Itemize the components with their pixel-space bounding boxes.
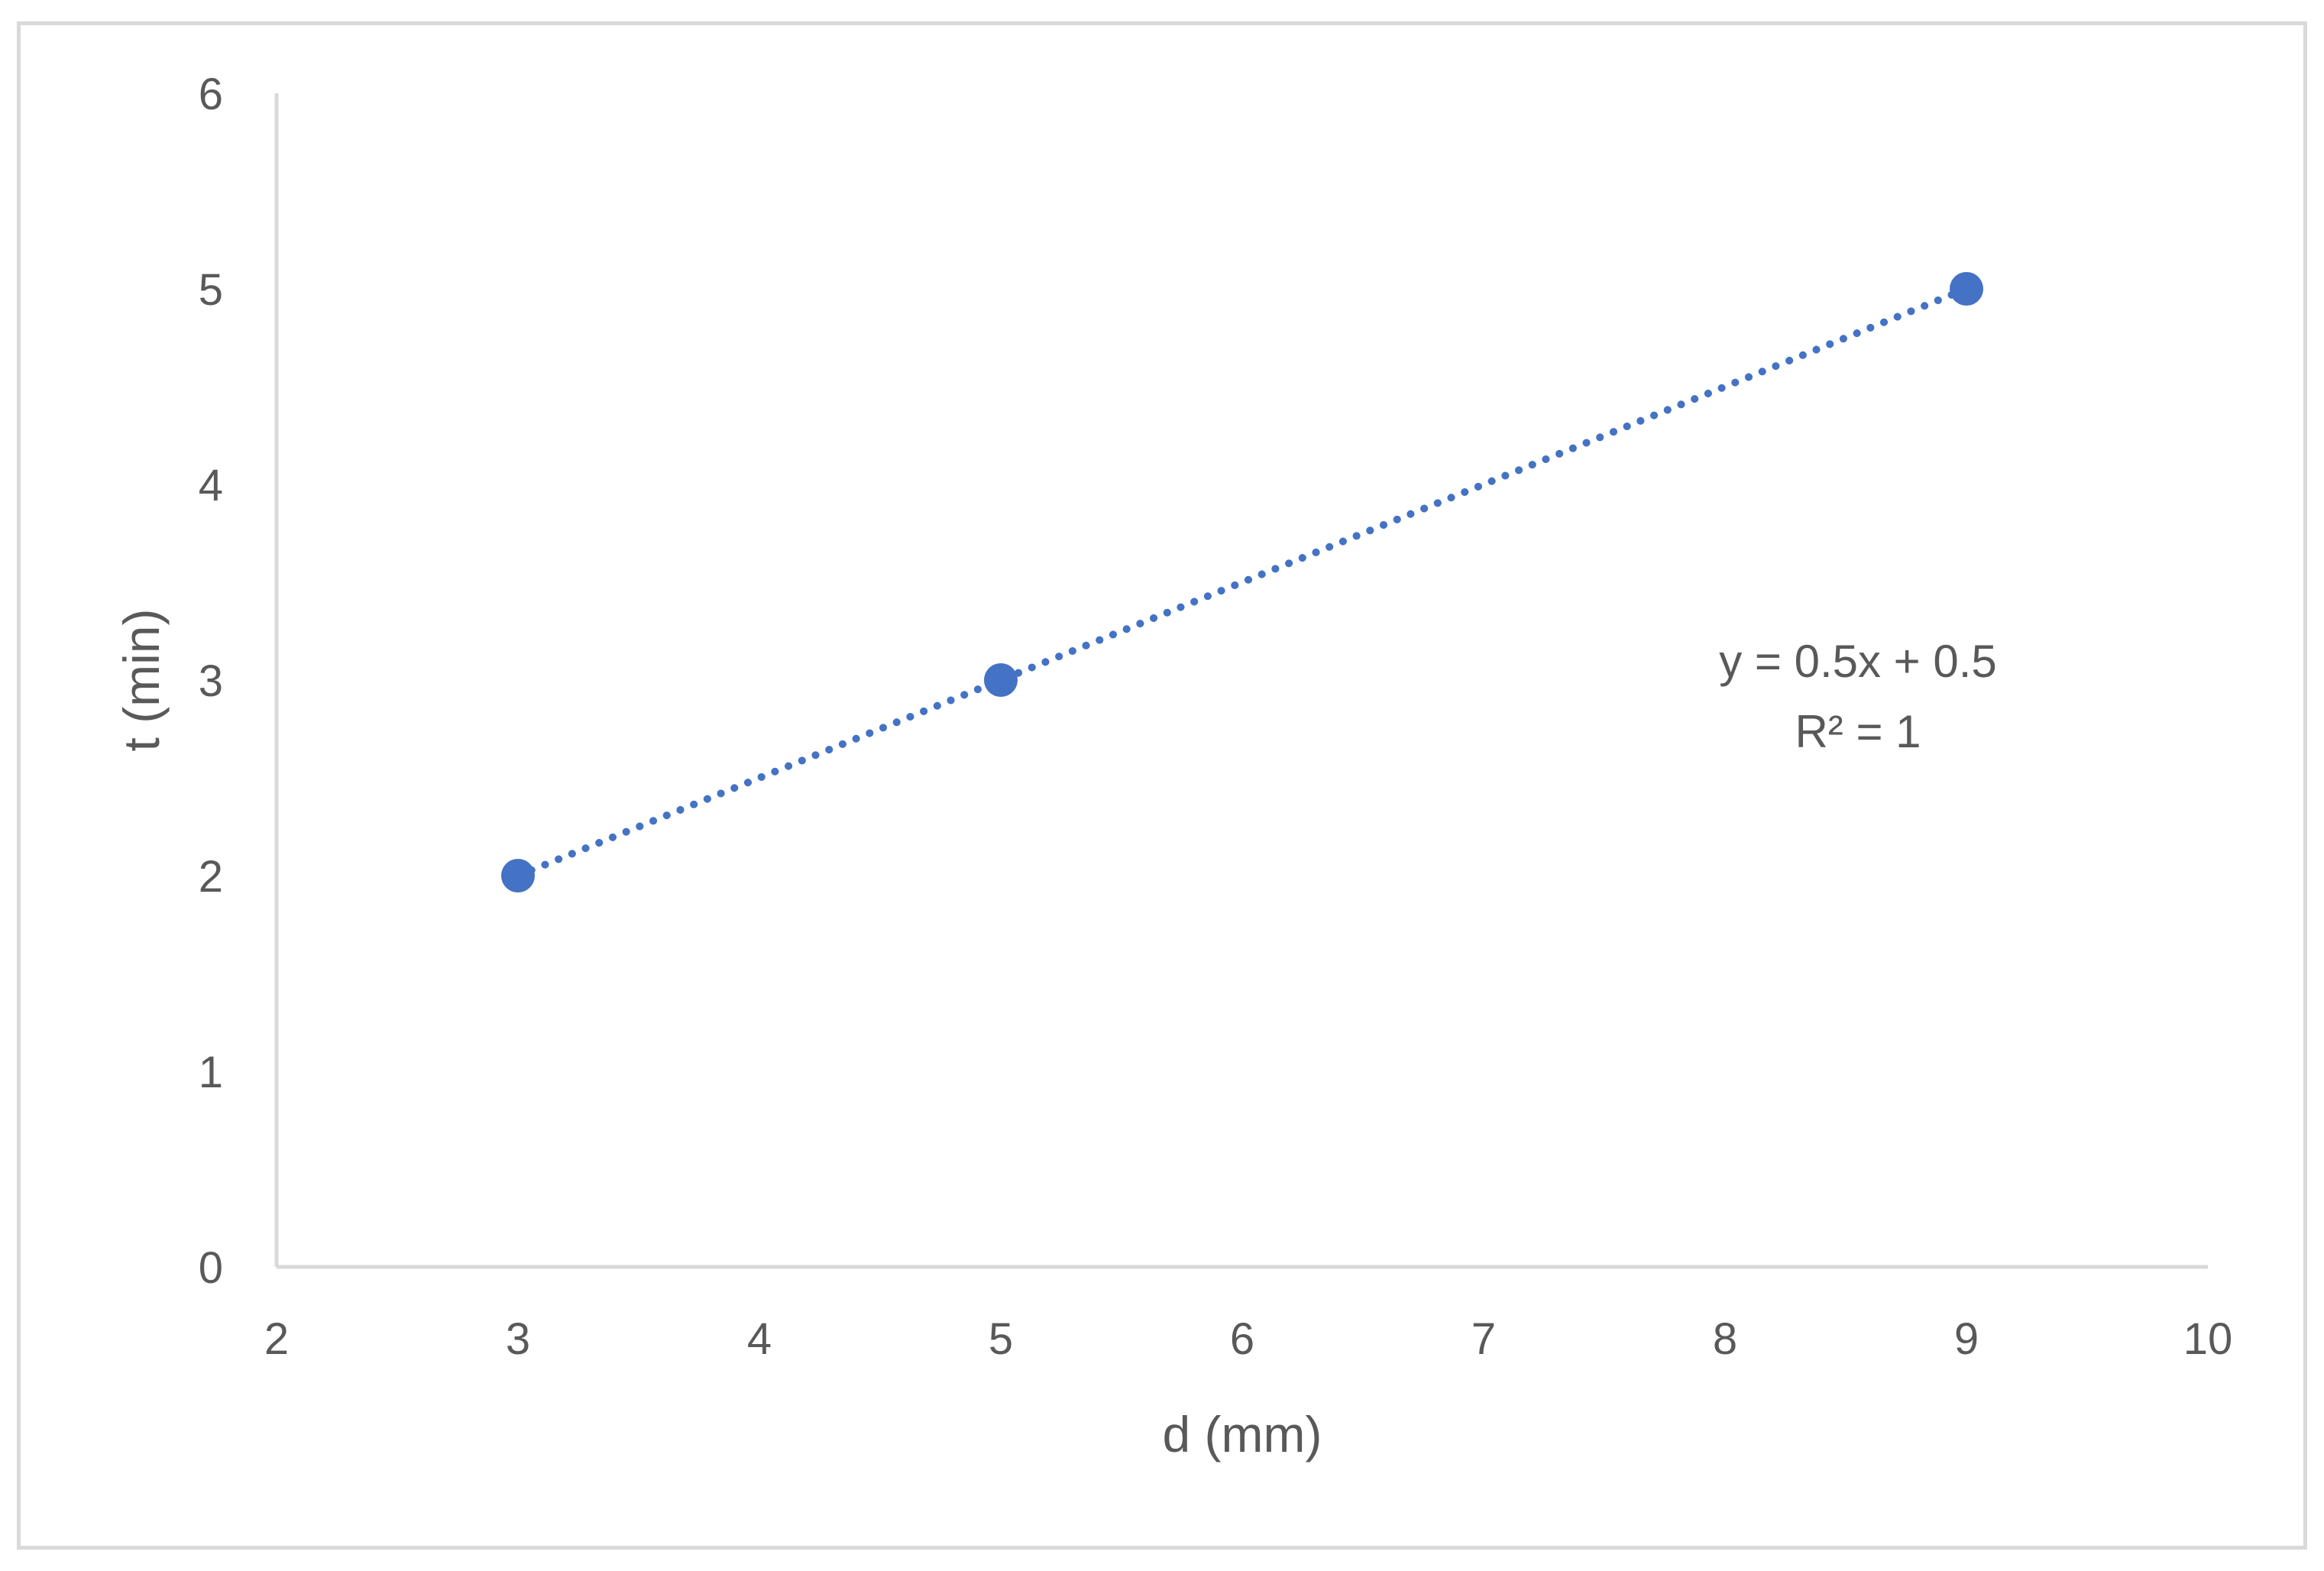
trendline-r-squared: R² = 1 xyxy=(1795,706,1921,757)
y-tick-label: 4 xyxy=(199,461,223,510)
x-tick-label: 2 xyxy=(264,1314,289,1364)
data-point xyxy=(501,859,535,892)
x-tick-label: 3 xyxy=(506,1314,530,1364)
y-tick-label: 0 xyxy=(199,1243,223,1293)
y-tick-label: 5 xyxy=(199,265,223,315)
trendline xyxy=(514,285,1970,879)
y-tick-labels: 0 1 2 3 4 5 6 xyxy=(199,70,223,1293)
y-axis-title: t (min) xyxy=(113,609,170,752)
x-tick-label: 4 xyxy=(747,1314,772,1364)
x-tick-label: 6 xyxy=(1230,1314,1254,1364)
x-tick-label: 9 xyxy=(1954,1314,1979,1364)
x-tick-labels: 2 3 4 5 6 7 8 9 10 xyxy=(264,1314,2232,1364)
x-tick-label: 8 xyxy=(1713,1314,1737,1364)
axes-layer xyxy=(274,93,2208,1269)
chart-frame xyxy=(17,21,2307,1550)
data-point xyxy=(984,663,1018,697)
trendline-layer xyxy=(514,285,1970,879)
y-tick-label: 2 xyxy=(199,852,223,902)
x-axis-title: d (mm) xyxy=(1163,1406,1322,1462)
x-tick-label: 10 xyxy=(2183,1314,2233,1364)
y-tick-label: 3 xyxy=(199,656,223,706)
x-tick-label: 7 xyxy=(1471,1314,1496,1364)
x-tick-label: 5 xyxy=(989,1314,1013,1364)
data-points xyxy=(501,272,1983,892)
data-point xyxy=(1950,272,1983,306)
y-tick-label: 1 xyxy=(199,1048,223,1097)
trendline-equation: y = 0.5x + 0.5 xyxy=(1719,636,1997,687)
y-tick-label: 6 xyxy=(199,70,223,119)
